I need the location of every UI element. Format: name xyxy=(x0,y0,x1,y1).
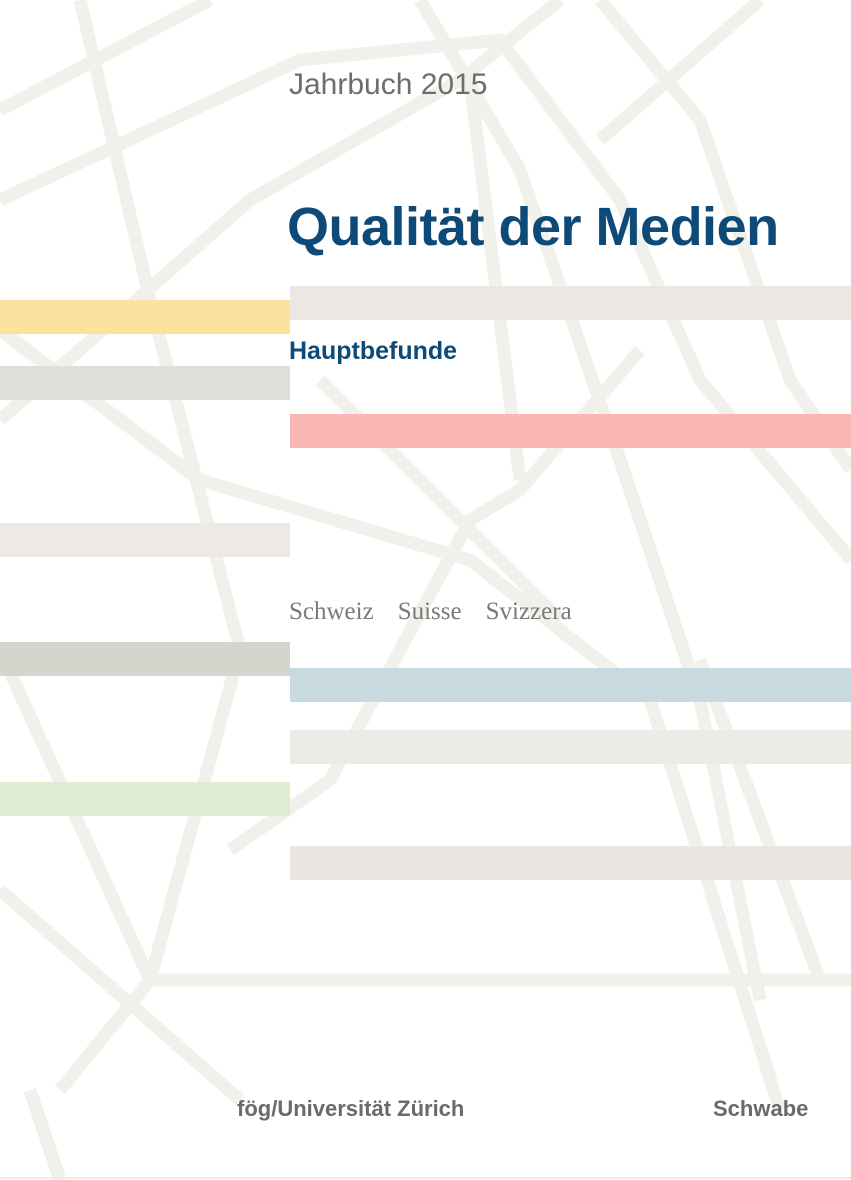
institution-name: fög/Universität Zürich xyxy=(237,1096,465,1121)
decorative-bar-yellow xyxy=(0,300,290,334)
decorative-bar-red xyxy=(290,414,851,448)
decorative-bar-lightgray xyxy=(290,730,851,764)
decorative-bar-gray xyxy=(0,642,290,676)
book-title: Qualität der Medien xyxy=(287,197,779,257)
country-names: Schweiz Suisse Svizzera xyxy=(289,598,596,626)
bottom-divider xyxy=(0,1177,851,1179)
book-subtitle: Hauptbefunde xyxy=(289,337,458,365)
decorative-bar-green xyxy=(0,782,290,816)
decorative-bar-gray xyxy=(0,366,290,400)
yearbook-label: Jahrbuch 2015 xyxy=(289,68,488,101)
country-name: Svizzera xyxy=(485,598,572,625)
publisher-name: Schwabe xyxy=(713,1096,809,1121)
country-name: Schweiz xyxy=(289,598,374,625)
country-name: Suisse xyxy=(397,598,462,625)
decorative-bar-beige xyxy=(290,846,851,880)
decorative-bar-beige xyxy=(290,286,851,320)
decorative-bar-blue xyxy=(290,668,851,702)
decorative-bar-beige xyxy=(0,523,290,557)
